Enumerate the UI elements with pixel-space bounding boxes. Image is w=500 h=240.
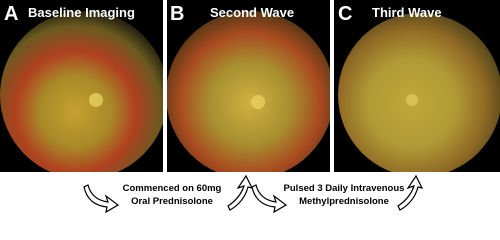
caption-line: Oral Prednisolone — [131, 196, 213, 207]
panel-title: Third Wave — [372, 5, 442, 20]
panel-c: C Third Wave — [334, 0, 500, 172]
arrow-down — [83, 184, 120, 214]
panel-title: Baseline Imaging — [28, 5, 135, 20]
caption-line: Methylprednisolone — [299, 196, 389, 207]
panel-letter: A — [4, 3, 18, 25]
optic-disc — [406, 94, 418, 106]
caption-line: Commenced on 60mg — [123, 183, 222, 194]
panel-letter: C — [338, 3, 352, 25]
panel-letter: B — [170, 3, 184, 25]
arrow-up — [227, 174, 254, 211]
optic-disc — [251, 95, 265, 109]
arrow-up — [397, 174, 424, 211]
panel-title: Second Wave — [210, 5, 294, 20]
fundus-image — [167, 11, 330, 172]
arrow-down — [251, 184, 288, 214]
panel-a: A Baseline Imaging — [0, 0, 163, 172]
optic-disc — [89, 93, 103, 107]
fundus-image — [338, 13, 500, 172]
panel-b: B Second Wave — [167, 0, 330, 172]
fundus-image — [0, 11, 163, 172]
caption-line: Pulsed 3 Daily Intravenous — [284, 183, 405, 194]
figure: A Baseline Imaging B Second Wave C Third… — [0, 0, 500, 214]
